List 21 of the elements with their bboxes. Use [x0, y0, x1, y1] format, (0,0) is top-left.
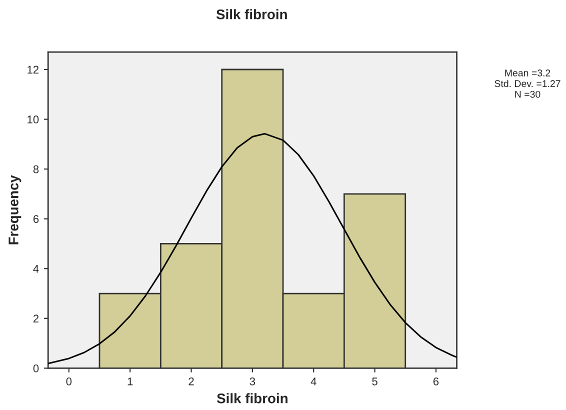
text: N =30 — [515, 90, 540, 98]
x-tick-label: 1 — [128, 378, 133, 386]
y-tick-label: 6 — [33, 215, 39, 223]
x-tick-label: 0 — [66, 378, 72, 386]
x-axis-title: Silk fibroin — [216, 393, 288, 404]
text: Std. Dev. =1.27 — [494, 80, 560, 88]
y-tick-label: 2 — [33, 314, 39, 322]
y-tick-label: 4 — [33, 265, 39, 273]
x-tick-label: 4 — [310, 378, 316, 386]
text: Mean =3.2 — [505, 70, 550, 76]
chart-title: Silk fibroin — [216, 9, 287, 20]
y-tick-label: 8 — [33, 165, 39, 174]
y-axis-title: Frequency — [8, 175, 22, 244]
y-tick-label: 0 — [33, 364, 39, 372]
x-tick-label: 6 — [433, 378, 439, 386]
x-tick-label: 5 — [372, 378, 378, 386]
line-series — [48, 132, 457, 364]
x-tick-label: 3 — [250, 378, 256, 386]
y-tick-label: 12 — [28, 66, 39, 74]
y-tick-label: 10 — [28, 116, 39, 124]
x-tick-label: 2 — [188, 378, 194, 386]
